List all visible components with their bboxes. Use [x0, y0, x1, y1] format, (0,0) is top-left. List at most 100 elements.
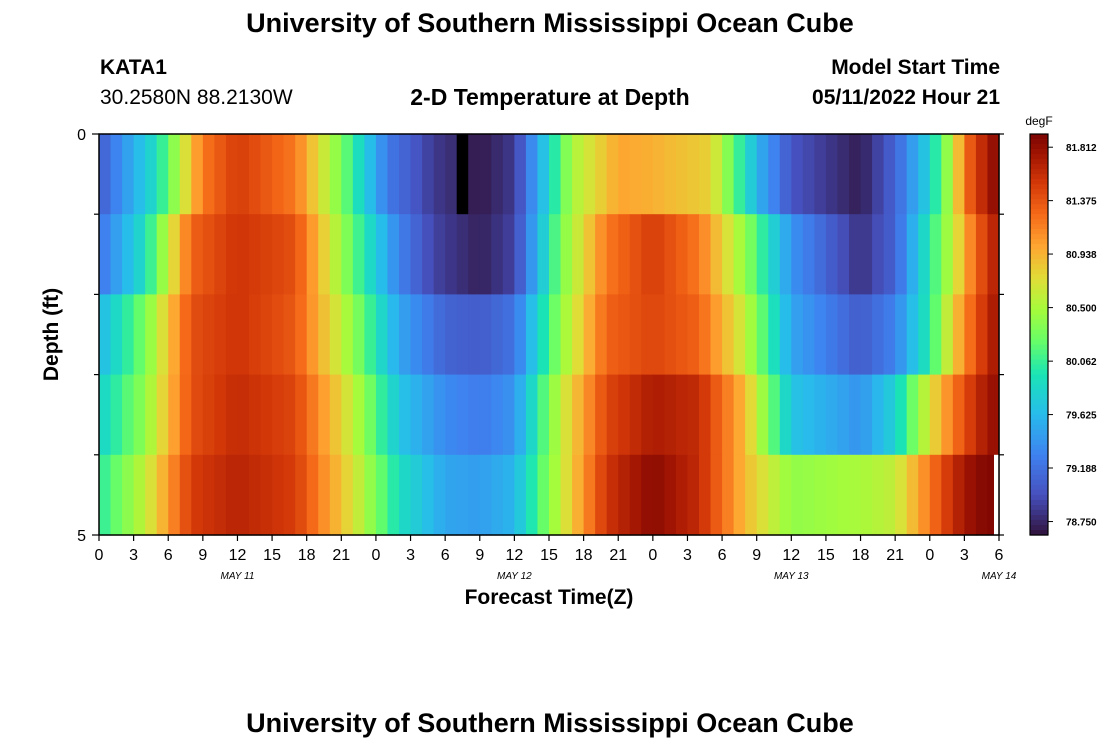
heatmap-cell — [906, 214, 919, 295]
heatmap-cell — [237, 294, 250, 376]
heatmap-cell — [860, 214, 873, 295]
heatmap-cell — [745, 294, 758, 376]
x-tick-label: 12 — [505, 547, 523, 564]
heatmap-cell — [364, 454, 377, 536]
heatmap-cell — [433, 454, 446, 536]
heatmap-cell — [133, 214, 146, 295]
heatmap-cell — [964, 374, 977, 456]
heatmap-cell — [860, 454, 873, 536]
heatmap-cell — [156, 294, 169, 376]
heatmap-cell — [318, 214, 331, 295]
heatmap-cell — [675, 214, 689, 295]
heatmap-cell — [468, 454, 481, 536]
heatmap-cell — [722, 374, 735, 456]
heatmap-cell — [179, 374, 192, 456]
heatmap-cell — [964, 134, 977, 215]
heatmap-cell — [156, 454, 169, 536]
colorbar: degF 81.812 81.375 80.938 80.500 80.062 79.625… — [1025, 114, 1097, 536]
heatmap-cell — [572, 294, 585, 376]
heatmap-cell — [606, 134, 619, 215]
heatmap-cell — [122, 214, 135, 295]
x-tick-label: 21 — [609, 547, 627, 564]
colorbar-swatch — [1030, 474, 1048, 481]
heatmap-cell — [145, 134, 158, 215]
x-tick-label: 18 — [575, 547, 593, 564]
heatmap-cell — [225, 374, 239, 456]
heatmap-cell — [802, 134, 815, 215]
heatmap-cell — [468, 214, 481, 295]
heatmap-cell — [479, 214, 492, 295]
heatmap-cell — [595, 134, 608, 215]
heatmap-cell — [537, 214, 550, 295]
heatmap-cell — [387, 214, 400, 295]
colorbar-swatch — [1030, 184, 1048, 190]
heatmap-cell — [964, 454, 977, 536]
heatmap-cell — [145, 214, 158, 295]
colorbar-swatch — [1030, 409, 1048, 416]
heatmap-cell — [445, 134, 458, 215]
heatmap-cell — [802, 294, 815, 376]
heatmap-cell — [641, 214, 654, 295]
heatmap-cell — [283, 134, 296, 215]
heatmap-cell — [687, 134, 700, 215]
heatmap-cell — [745, 134, 758, 215]
colorbar-swatch — [1030, 369, 1048, 376]
colorbar-swatch — [1030, 354, 1048, 361]
station-id: KATA1 — [100, 56, 167, 79]
heatmap-cell — [837, 134, 850, 215]
heatmap-cell — [260, 374, 273, 456]
heatmap-cell — [745, 374, 758, 456]
colorbar-swatch — [1030, 349, 1048, 356]
heatmap-cell — [168, 134, 181, 215]
heatmap-cell — [214, 214, 227, 295]
heatmap-cell — [906, 294, 919, 376]
colorbar-swatch — [1030, 434, 1048, 441]
chart-subtitle: 2-D Temperature at Depth — [410, 84, 690, 110]
x-tick-label: 3 — [683, 547, 692, 564]
heatmap-cell — [549, 454, 562, 536]
heatmap-cell — [560, 214, 573, 295]
heatmap-cell — [283, 374, 296, 456]
x-tick-label: 18 — [298, 547, 316, 564]
colorbar-swatch — [1030, 374, 1048, 381]
colorbar-swatch — [1030, 459, 1048, 466]
heatmap-cell — [941, 214, 954, 295]
heatmap-cell — [422, 134, 435, 215]
colorbar-swatch — [1030, 284, 1048, 290]
heatmap-cell — [318, 134, 331, 215]
heatmap-cell — [214, 134, 227, 215]
heatmap-cell — [468, 374, 481, 456]
colorbar-tick-label: 80.500 — [1066, 304, 1097, 315]
heatmap-cell — [122, 374, 135, 456]
heatmap-cell — [641, 294, 654, 376]
heatmap-cell — [306, 214, 319, 295]
heatmap-cell — [756, 454, 769, 536]
heatmap-cell — [929, 454, 942, 536]
colorbar-swatch — [1030, 154, 1048, 160]
heatmap-cell — [329, 374, 342, 456]
heatmap-cell — [895, 214, 908, 295]
x-tick-label: 9 — [475, 547, 484, 564]
colorbar-swatch — [1030, 454, 1048, 461]
colorbar-swatch — [1030, 414, 1048, 421]
heatmap-cell — [975, 214, 989, 295]
heatmap-cell — [225, 214, 239, 295]
colorbar-swatch — [1030, 239, 1048, 245]
heatmap-cell — [595, 454, 608, 536]
colorbar-swatch — [1030, 389, 1048, 396]
x-tick-label: 15 — [817, 547, 835, 564]
heatmap-cell — [918, 134, 931, 215]
heatmap-cell — [375, 134, 389, 215]
heatmap-cell — [537, 374, 550, 456]
heatmap-cell — [491, 214, 504, 295]
colorbar-tick-label: 80.062 — [1066, 357, 1097, 368]
heatmap-cell — [456, 454, 469, 536]
colorbar-swatch — [1030, 134, 1048, 140]
x-tick-label: 9 — [198, 547, 207, 564]
colorbar-swatch — [1030, 429, 1048, 436]
station-coordinates: 30.2580N 88.2130W — [100, 86, 293, 109]
heatmap-cell — [306, 454, 319, 536]
colorbar-swatch — [1030, 499, 1048, 506]
colorbar-swatch — [1030, 224, 1048, 230]
colorbar-swatch — [1030, 484, 1048, 491]
